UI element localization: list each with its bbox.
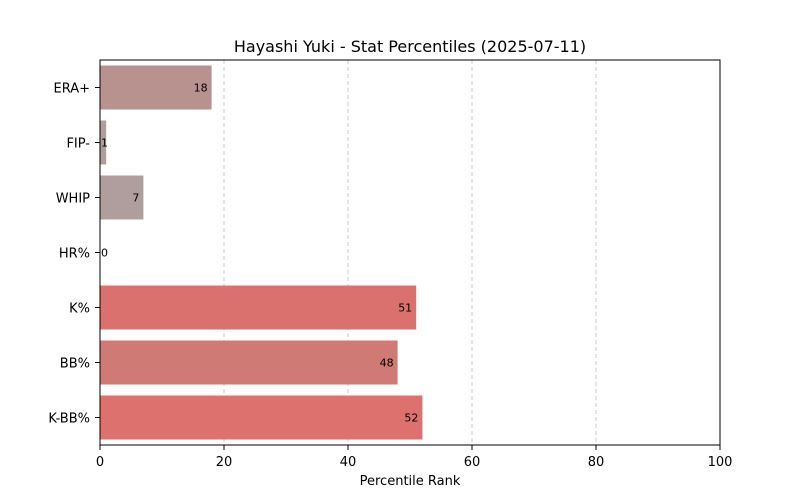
bar-value-label: 0 bbox=[101, 247, 108, 260]
bar bbox=[100, 65, 212, 110]
y-axis: ERA+ FIP- WHIP HR% K% BB% K-BB% bbox=[48, 82, 100, 427]
y-tick-label: FIP- bbox=[66, 137, 90, 152]
y-tick-label: K% bbox=[69, 302, 90, 317]
bars bbox=[100, 65, 423, 440]
x-tick-label: 40 bbox=[340, 455, 357, 470]
bar-value-label: 52 bbox=[404, 412, 418, 425]
y-tick-label: BB% bbox=[60, 357, 90, 372]
x-axis: 0 20 40 60 80 100 bbox=[96, 445, 733, 470]
y-tick-label: K-BB% bbox=[48, 412, 90, 427]
x-tick-label: 0 bbox=[96, 455, 104, 470]
bar bbox=[100, 120, 107, 165]
bar bbox=[100, 175, 144, 220]
grid-lines bbox=[223, 60, 597, 445]
bar-value-label: 51 bbox=[398, 302, 412, 315]
bar-value-labels: 18 1 7 0 51 48 52 bbox=[101, 82, 418, 425]
y-tick-label: WHIP bbox=[56, 192, 90, 207]
bar bbox=[100, 285, 417, 330]
x-axis-label: Percentile Rank bbox=[360, 474, 461, 489]
bar bbox=[100, 340, 398, 385]
x-tick-label: 20 bbox=[216, 455, 233, 470]
bar-value-label: 48 bbox=[380, 357, 394, 370]
x-tick-label: 60 bbox=[464, 455, 481, 470]
plot-frame bbox=[99, 59, 721, 446]
bar bbox=[100, 395, 423, 440]
bar-value-label: 1 bbox=[101, 137, 108, 150]
x-tick-label: 100 bbox=[708, 455, 733, 470]
x-tick-label: 80 bbox=[588, 455, 605, 470]
chart-title: Hayashi Yuki - Stat Percentiles (2025-07… bbox=[234, 37, 586, 56]
y-tick-label: HR% bbox=[59, 247, 90, 262]
bar-value-label: 18 bbox=[194, 82, 208, 95]
bar-value-label: 7 bbox=[132, 192, 139, 205]
y-tick-label: ERA+ bbox=[53, 82, 90, 97]
